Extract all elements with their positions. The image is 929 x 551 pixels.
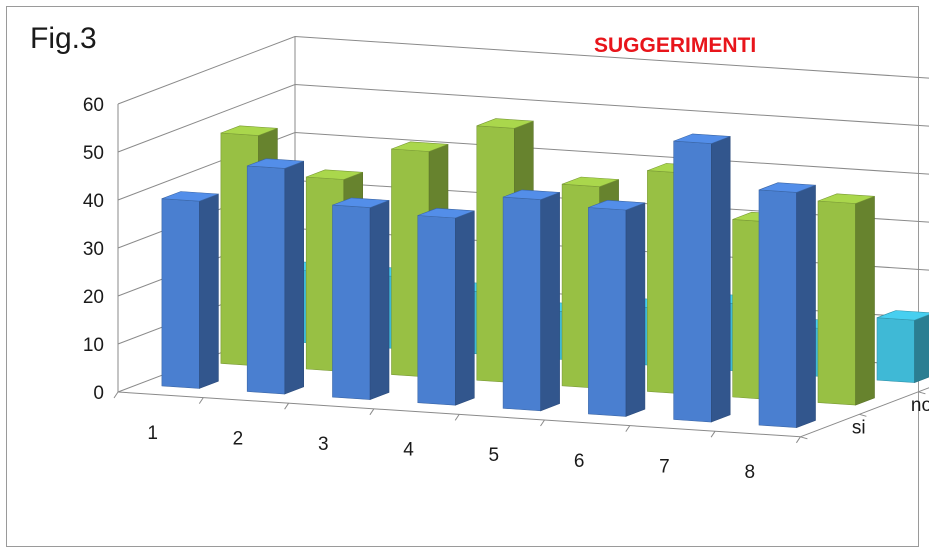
- x-tick-mark: [198, 397, 204, 404]
- depth-tick-mark: [918, 391, 926, 395]
- depth-axis-line: [800, 387, 929, 438]
- x-tick-label: 3: [318, 434, 329, 455]
- gridline: [117, 35, 929, 105]
- y-tick-label: 30: [83, 239, 104, 260]
- depth-tick-label: si: [852, 418, 866, 439]
- x-tick-mark: [540, 419, 545, 427]
- bar-si-1: [161, 191, 219, 389]
- x-tick-label: 6: [574, 451, 585, 472]
- bar-si-3: [332, 197, 390, 401]
- bars-layer: [161, 118, 929, 429]
- bar-si-8: [758, 182, 816, 429]
- bar-si-6: [588, 199, 646, 417]
- x-tick-label: 5: [489, 445, 500, 466]
- x-tick-label: 4: [403, 440, 414, 461]
- labels-layer: 010203040506012345678sinoNR: [83, 95, 929, 483]
- bar-si-5: [502, 189, 560, 412]
- y-tick-label: 20: [83, 287, 104, 308]
- y-tick-label: 10: [83, 335, 104, 356]
- bar-si-2: [246, 158, 305, 395]
- bar-si-4: [417, 207, 475, 406]
- x-tick-label: 8: [744, 462, 755, 483]
- x-tick-mark: [795, 436, 801, 444]
- depth-tick-mark: [859, 413, 867, 417]
- y-tick-label: 0: [93, 383, 104, 404]
- depth-tick-mark: [800, 436, 808, 440]
- x-tick-label: 1: [147, 423, 158, 444]
- bar-NR-8: [876, 310, 929, 384]
- x-tick-label: 7: [659, 456, 670, 477]
- bar-si-7: [673, 133, 731, 423]
- depth-tick-label: no: [911, 395, 929, 416]
- x-tick-mark: [284, 402, 290, 410]
- x-tick-mark: [369, 408, 375, 416]
- figure-label: Fig.3: [30, 22, 97, 55]
- chart-title: SUGGERIMENTI: [594, 34, 757, 57]
- y-tick-label: 50: [83, 143, 104, 164]
- x-tick-mark: [113, 391, 119, 399]
- x-tick-mark: [710, 430, 716, 438]
- x-tick-mark: [625, 425, 631, 432]
- y-tick-label: 60: [83, 95, 104, 116]
- x-tick-label: 2: [233, 428, 244, 449]
- x-tick-mark: [454, 414, 460, 421]
- y-tick-label: 40: [83, 191, 104, 212]
- bar-no-8: [817, 193, 875, 406]
